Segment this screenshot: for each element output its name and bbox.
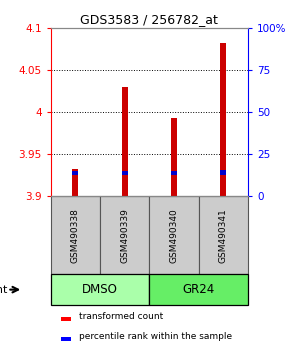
Bar	[51, 196, 100, 274]
Bar	[122, 87, 128, 196]
Text: GR24: GR24	[182, 283, 215, 296]
Text: agent: agent	[0, 285, 7, 295]
Title: GDS3583 / 256782_at: GDS3583 / 256782_at	[80, 13, 218, 26]
Bar	[51, 274, 149, 305]
Bar	[220, 44, 226, 196]
Bar	[61, 317, 71, 321]
Bar	[199, 196, 248, 274]
Bar	[171, 171, 177, 176]
Bar	[149, 196, 199, 274]
Text: percentile rank within the sample: percentile rank within the sample	[79, 332, 233, 341]
Bar	[72, 171, 78, 176]
Bar	[122, 171, 128, 176]
Bar	[72, 169, 78, 196]
Text: DMSO: DMSO	[82, 283, 118, 296]
Text: GSM490341: GSM490341	[219, 208, 228, 263]
Bar	[100, 196, 149, 274]
Bar	[220, 170, 226, 175]
Bar	[171, 118, 177, 196]
Text: GSM490340: GSM490340	[169, 208, 179, 263]
Bar	[61, 337, 71, 341]
Text: GSM490339: GSM490339	[120, 208, 129, 263]
Text: transformed count: transformed count	[79, 312, 164, 321]
Bar	[149, 274, 248, 305]
Text: GSM490338: GSM490338	[71, 208, 80, 263]
